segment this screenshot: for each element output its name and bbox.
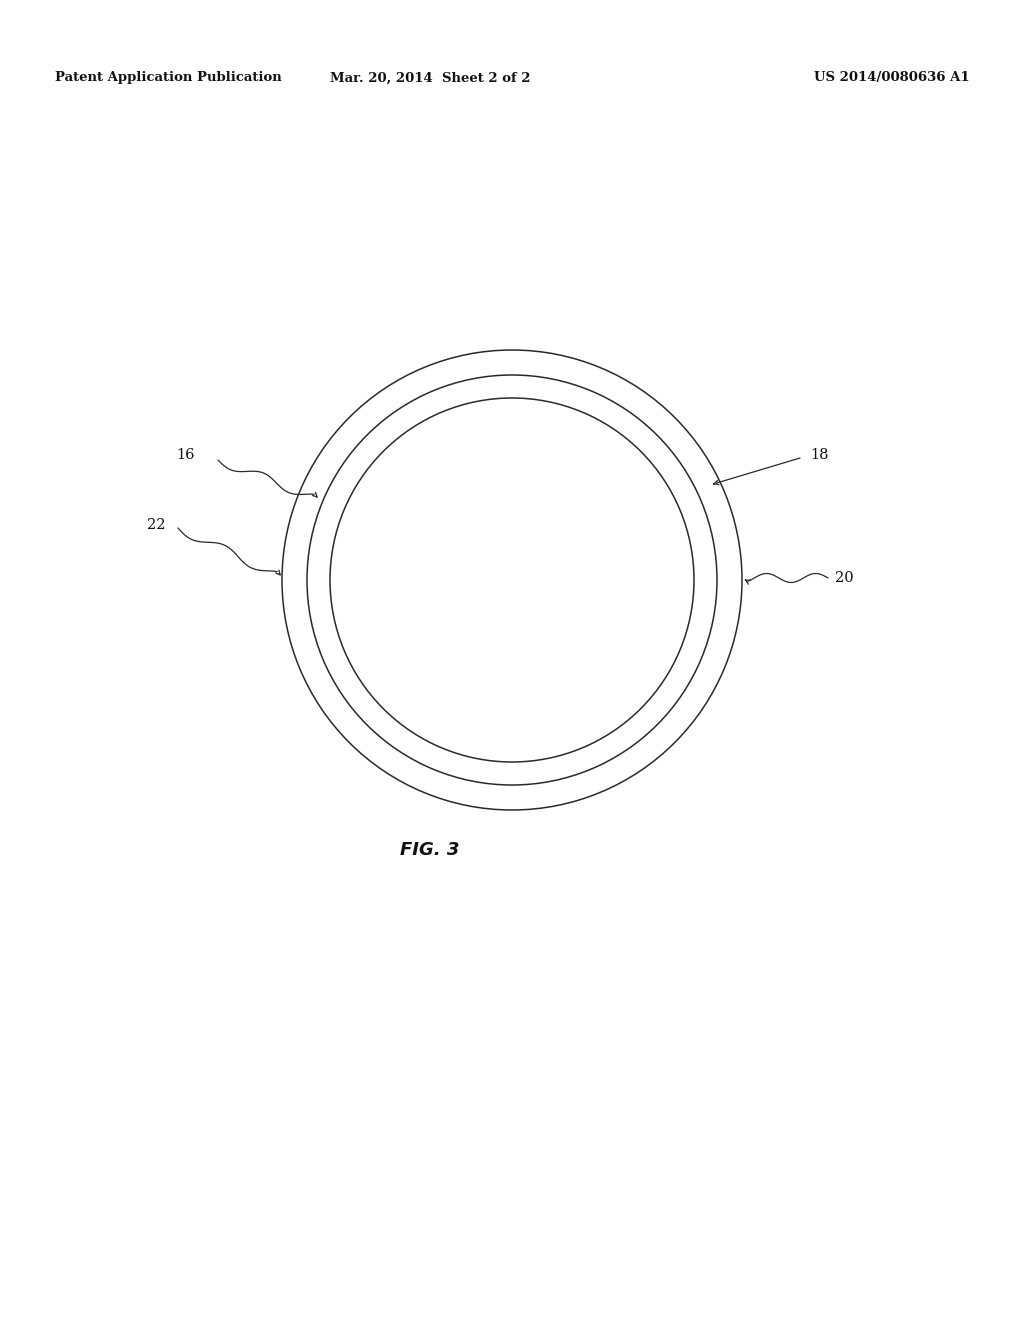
Text: Mar. 20, 2014  Sheet 2 of 2: Mar. 20, 2014 Sheet 2 of 2 <box>330 71 530 84</box>
Text: 18: 18 <box>810 447 828 462</box>
Text: US 2014/0080636 A1: US 2014/0080636 A1 <box>814 71 970 84</box>
Text: 22: 22 <box>146 517 165 532</box>
Text: FIG. 3: FIG. 3 <box>400 841 460 859</box>
Text: 20: 20 <box>835 572 854 585</box>
Text: 16: 16 <box>176 447 195 462</box>
Text: Patent Application Publication: Patent Application Publication <box>55 71 282 84</box>
